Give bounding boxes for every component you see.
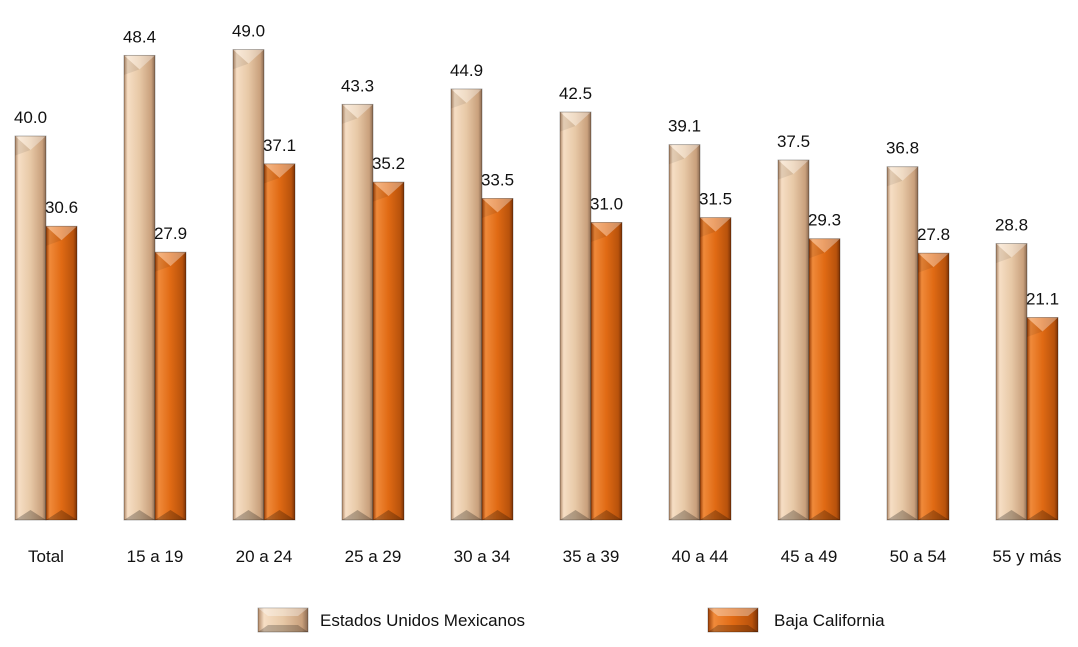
category-label-40-a-44: 40 a 44 [672,547,729,566]
bar-baja-california-40-a-44 [699,217,732,521]
value-label-estados-unidos-mexicanos-35-a-39: 42.5 [559,84,592,103]
category-label-25-a-29: 25 a 29 [345,547,402,566]
value-label-baja-california-20-a-24: 37.1 [263,136,296,155]
legend-item-estados-unidos-mexicanos: Estados Unidos Mexicanos [257,607,525,633]
category-label-total: Total [28,547,64,566]
bar-baja-california-15-a-19 [154,251,187,521]
category-label-15-a-19: 15 a 19 [127,547,184,566]
category-label-55-y-mas: 55 y más [993,547,1062,566]
bar-baja-california-35-a-39 [590,221,623,521]
value-label-estados-unidos-mexicanos-30-a-34: 44.9 [450,61,483,80]
bar-baja-california-20-a-24 [263,163,296,521]
bars-layer [14,49,1059,521]
bar-baja-california-45-a-49 [808,238,841,521]
value-label-estados-unidos-mexicanos-40-a-44: 39.1 [668,117,701,136]
bar-estados-unidos-mexicanos-35-a-39 [559,111,592,521]
value-label-baja-california-55-y-mas: 21.1 [1026,289,1059,308]
value-label-estados-unidos-mexicanos-20-a-24: 49.0 [232,22,265,41]
bar-baja-california-50-a-54 [917,252,950,521]
bar-baja-california-total [45,225,78,521]
bar-estados-unidos-mexicanos-45-a-49 [777,159,810,521]
value-label-baja-california-30-a-34: 33.5 [481,170,514,189]
value-label-baja-california-total: 30.6 [45,198,78,217]
legend-swatch-estados-unidos-mexicanos [257,607,309,633]
category-label-45-a-49: 45 a 49 [781,547,838,566]
bar-estados-unidos-mexicanos-55-y-mas [995,243,1028,521]
value-label-estados-unidos-mexicanos-15-a-19: 48.4 [123,27,156,46]
bar-estados-unidos-mexicanos-25-a-29 [341,103,374,521]
value-label-estados-unidos-mexicanos-45-a-49: 37.5 [777,132,810,151]
category-label-20-a-24: 20 a 24 [236,547,293,566]
value-label-estados-unidos-mexicanos-50-a-54: 36.8 [886,139,919,158]
legend-swatch-baja-california [707,607,759,633]
bar-estados-unidos-mexicanos-15-a-19 [123,54,156,521]
value-label-baja-california-40-a-44: 31.5 [699,190,732,209]
category-labels-layer: Total 15 a 19 20 a 24 25 a 29 30 a 34 35 a 39… [28,547,1061,566]
value-labels-layer: 40.0 30.6 48.4 27.9 49.0 37.1 43.3 35.2 44.9 33.5… [14,22,1059,309]
bar-estados-unidos-mexicanos-20-a-24 [232,49,265,521]
value-label-estados-unidos-mexicanos-55-y-mas: 28.8 [995,216,1028,235]
value-label-baja-california-50-a-54: 27.8 [917,225,950,244]
bar-baja-california-30-a-34 [481,197,514,521]
bar-estados-unidos-mexicanos-40-a-44 [668,144,701,521]
value-label-estados-unidos-mexicanos-total: 40.0 [14,108,47,127]
legend-item-baja-california: Baja California [707,607,885,633]
value-label-baja-california-35-a-39: 31.0 [590,194,623,213]
legend: Estados Unidos Mexicanos Baja California [257,607,885,633]
bar-estados-unidos-mexicanos-30-a-34 [450,88,483,521]
value-label-estados-unidos-mexicanos-25-a-29: 43.3 [341,76,374,95]
value-label-baja-california-15-a-19: 27.9 [154,224,187,243]
legend-label-estados-unidos-mexicanos: Estados Unidos Mexicanos [320,611,525,630]
bar-baja-california-55-y-mas [1026,317,1059,521]
bar-estados-unidos-mexicanos-total [14,135,47,521]
category-label-30-a-34: 30 a 34 [454,547,511,566]
legend-label-baja-california: Baja California [774,611,885,630]
bar-baja-california-25-a-29 [372,181,405,521]
category-label-50-a-54: 50 a 54 [890,547,947,566]
value-label-baja-california-25-a-29: 35.2 [372,154,405,173]
bar-estados-unidos-mexicanos-50-a-54 [886,166,919,521]
category-label-35-a-39: 35 a 39 [563,547,620,566]
value-label-baja-california-45-a-49: 29.3 [808,211,841,230]
